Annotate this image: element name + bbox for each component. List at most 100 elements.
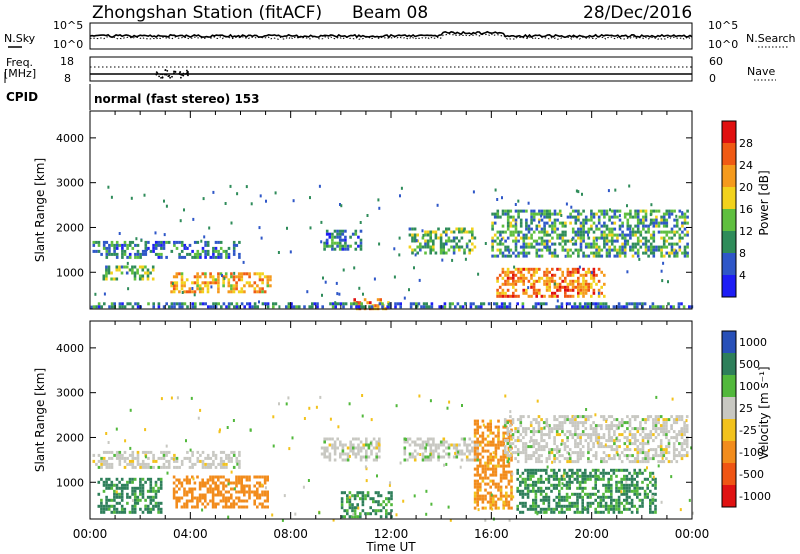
nave-dot — [187, 72, 189, 74]
power-echo-cell — [566, 248, 570, 252]
velocity-echo-cell — [429, 437, 433, 441]
power-echo-cell — [491, 248, 494, 252]
velocity-echo-cell — [602, 415, 606, 419]
velocity-echo-cell — [476, 470, 479, 474]
velocity-echo-cell — [516, 468, 519, 472]
velocity-echo-cell — [558, 415, 562, 419]
power-echo-cell — [188, 252, 192, 256]
velocity-echo-cell — [486, 464, 490, 468]
velocity-echo-cell — [576, 433, 580, 437]
velocity-echo-cell — [625, 498, 629, 502]
power-echo-cell — [535, 270, 538, 274]
power-echo-cell — [566, 267, 570, 271]
power-echo-cell — [180, 249, 184, 253]
velocity-echo-cell — [521, 477, 525, 481]
power-echo-cell — [574, 221, 578, 225]
velocity-echo-cell — [630, 489, 634, 493]
power-echo-cell — [650, 203, 653, 207]
velocity-echo-cell — [489, 419, 492, 423]
power-echo-cell — [334, 305, 337, 309]
velocity-echo-cell — [548, 451, 551, 455]
power-echo-cell — [491, 227, 494, 231]
power-echo-cell — [603, 230, 606, 234]
power-echo-cell — [532, 291, 536, 295]
power-echo-cell — [499, 239, 502, 243]
x-tick-label: 16:00 — [474, 527, 509, 541]
power-echo-cell — [193, 275, 197, 279]
power-echo-cell — [636, 218, 640, 222]
velocity-echo-cell — [597, 436, 601, 440]
velocity-echo-cell — [211, 502, 215, 506]
power-echo-cell — [592, 221, 596, 225]
velocity-echo-cell — [602, 495, 605, 499]
power-echo-cell — [618, 251, 622, 255]
power-echo-cell — [377, 198, 380, 202]
power-echo-cell — [603, 239, 606, 243]
power-echo-cell — [688, 305, 691, 309]
velocity-echo-cell — [579, 439, 582, 443]
power-echo-cell — [266, 281, 270, 285]
power-echo-cell — [183, 284, 186, 288]
velocity-echo-cell — [683, 448, 686, 452]
velocity-echo-cell — [651, 477, 655, 481]
velocity-echo-cell — [473, 494, 477, 498]
power-echo-cell — [590, 251, 593, 255]
velocity-echo-cell — [589, 415, 593, 419]
velocity-echo-cell — [405, 438, 407, 441]
power-echo-cell — [662, 215, 666, 219]
power-echo-cell — [434, 251, 438, 255]
velocity-echo-cell — [172, 496, 176, 500]
power-echo-cell — [355, 302, 358, 306]
velocity-colorbar-tick: 500 — [739, 358, 760, 371]
power-echo-cell — [306, 290, 309, 294]
velocity-echo-cell — [631, 433, 634, 437]
power-echo-cell — [548, 239, 552, 243]
velocity-echo-cell — [147, 465, 150, 469]
power-echo-cell — [519, 224, 523, 228]
power-echo-cell — [525, 209, 528, 213]
power-echo-cell — [491, 245, 494, 249]
power-echo-cell — [344, 302, 348, 306]
velocity-echo-cell — [492, 497, 495, 501]
power-echo-cell — [175, 287, 179, 291]
power-echo-cell — [608, 233, 611, 237]
power-echo-cell — [665, 224, 669, 228]
velocity-echo-cell — [201, 484, 204, 488]
velocity-echo-cell — [157, 465, 161, 469]
power-echo-cell — [652, 254, 656, 258]
velocity-echo-cell — [589, 474, 592, 478]
velocity-echo-cell — [579, 433, 582, 437]
velocity-echo-cell — [105, 450, 109, 454]
power-echo-cell — [219, 252, 223, 256]
velocity-echo-cell — [657, 418, 660, 422]
power-echo-cell — [458, 248, 461, 252]
velocity-echo-cell — [615, 483, 618, 487]
power-echo-cell — [253, 305, 257, 309]
power-echo-cell — [108, 249, 111, 253]
velocity-echo-cell — [615, 474, 618, 478]
velocity-echo-cell — [542, 448, 546, 452]
power-echo-cell — [571, 230, 575, 234]
velocity-echo-cell — [209, 490, 212, 494]
power-echo-cell — [564, 279, 567, 283]
power-echo-cell — [655, 209, 658, 213]
velocity-echo-cell — [519, 480, 522, 484]
velocity-echo-cell — [323, 437, 326, 441]
power-echo-cell — [108, 246, 111, 250]
velocity-echo-cell — [266, 499, 269, 503]
power-echo-cell — [144, 243, 148, 247]
velocity-echo-cell — [628, 486, 631, 490]
velocity-echo-cell — [197, 416, 200, 420]
velocity-echo-cell — [607, 486, 610, 490]
velocity-echo-cell — [620, 483, 623, 487]
power-echo-cell — [654, 305, 657, 309]
velocity-echo-cell — [318, 511, 321, 515]
velocity-echo-cell — [551, 460, 554, 464]
velocity-echo-cell — [361, 509, 365, 513]
velocity-echo-cell — [361, 394, 364, 397]
power-echo-cell — [206, 252, 210, 256]
power-echo-cell — [621, 248, 624, 252]
velocity-echo-cell — [175, 505, 178, 509]
x-tick-label: 08:00 — [273, 527, 308, 541]
velocity-echo-cell — [160, 465, 163, 469]
